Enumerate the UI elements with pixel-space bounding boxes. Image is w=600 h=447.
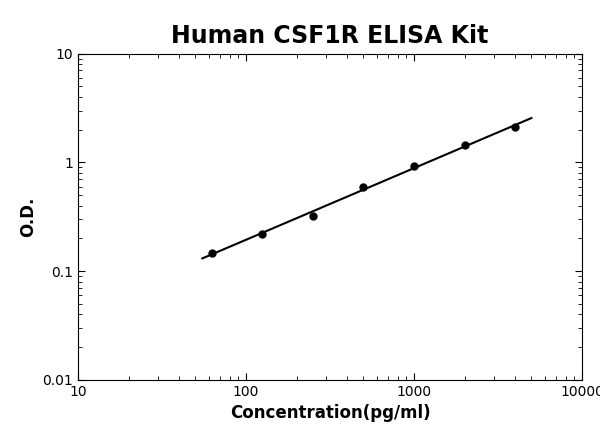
X-axis label: Concentration(pg/ml): Concentration(pg/ml) [230, 405, 430, 422]
Y-axis label: O.D.: O.D. [19, 197, 37, 237]
Title: Human CSF1R ELISA Kit: Human CSF1R ELISA Kit [172, 24, 488, 47]
